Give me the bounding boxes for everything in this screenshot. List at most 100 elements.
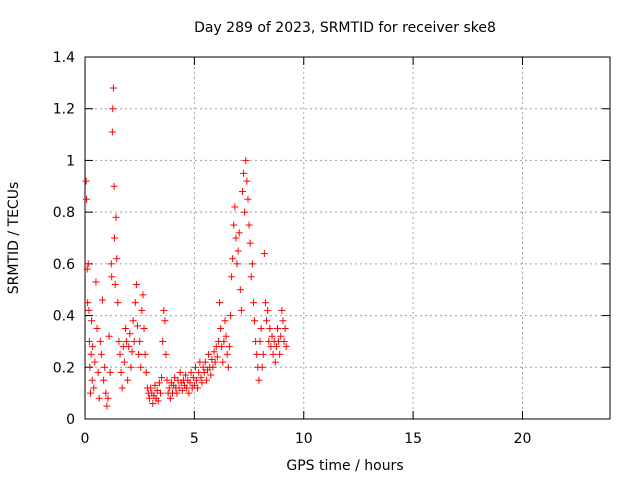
data-point <box>134 322 141 330</box>
data-point <box>242 156 250 164</box>
data-point <box>255 376 263 384</box>
data-point <box>257 325 265 332</box>
data-point <box>91 358 99 366</box>
data-point <box>102 389 110 397</box>
y-axis-label: SRMTID / TECUs <box>6 182 22 295</box>
data-point <box>178 387 186 395</box>
data-point <box>191 363 199 371</box>
data-point <box>86 363 94 371</box>
data-point <box>244 195 252 203</box>
data-point <box>112 213 120 221</box>
data-point <box>249 299 257 307</box>
data-point <box>213 353 221 361</box>
data-point <box>108 128 116 136</box>
data-point <box>258 363 266 371</box>
y-tick-label: 0 <box>66 412 75 428</box>
data-point <box>228 273 236 281</box>
data-point <box>279 317 287 325</box>
data-point <box>245 221 253 229</box>
data-point <box>186 379 194 387</box>
x-tick-label: 10 <box>295 431 313 447</box>
data-point <box>198 379 206 387</box>
x-tick-label: 20 <box>514 431 532 447</box>
data-point <box>274 325 281 332</box>
data-point <box>211 358 219 366</box>
data-point <box>209 363 217 371</box>
data-point <box>135 350 143 358</box>
data-point <box>201 358 209 366</box>
data-point <box>159 337 167 345</box>
data-point <box>261 299 269 307</box>
data-point <box>266 325 274 332</box>
data-point <box>142 368 150 376</box>
data-point <box>115 337 123 345</box>
data-point <box>147 384 155 392</box>
x-tick-label: 15 <box>404 431 422 447</box>
data-point <box>281 325 289 332</box>
y-tick-label: 1 <box>66 153 75 169</box>
data-point <box>194 384 202 392</box>
data-point <box>277 332 285 340</box>
data-point <box>222 332 230 340</box>
x-axis-label: GPS time / hours <box>286 458 403 474</box>
data-point <box>166 394 174 402</box>
data-point <box>219 358 227 366</box>
data-point <box>146 394 154 402</box>
y-tick-label: 1.4 <box>53 50 75 66</box>
data-point <box>126 330 134 338</box>
data-point <box>128 348 136 356</box>
y-tick-label: 0.6 <box>53 257 75 273</box>
data-point <box>220 337 228 345</box>
data-point <box>105 332 113 340</box>
data-point <box>264 306 272 314</box>
data-point <box>151 381 159 389</box>
data-point <box>233 260 241 268</box>
data-point <box>280 337 288 345</box>
data-point <box>239 187 246 195</box>
data-point <box>217 325 225 332</box>
data-point <box>88 317 96 325</box>
data-point <box>176 368 184 376</box>
data-point <box>103 402 111 410</box>
data-point <box>187 368 195 376</box>
data-point <box>216 299 224 307</box>
data-point <box>83 265 91 273</box>
data-point <box>253 350 261 358</box>
data-point <box>88 376 96 384</box>
data-point <box>117 368 125 376</box>
data-point <box>163 376 171 384</box>
data-point <box>109 105 117 113</box>
x-tick-label: 5 <box>190 431 199 447</box>
data-point <box>155 379 163 387</box>
data-point <box>82 177 90 185</box>
data-point <box>89 343 97 351</box>
data-point <box>230 221 238 229</box>
data-point <box>271 358 279 366</box>
data-point <box>182 371 190 379</box>
data-point <box>272 343 280 351</box>
data-point <box>138 306 146 314</box>
data-point <box>240 169 248 177</box>
data-point <box>140 325 148 332</box>
y-tick-label: 0.2 <box>53 360 75 376</box>
data-point <box>95 394 103 402</box>
data-point <box>123 337 131 345</box>
data-point <box>247 273 255 281</box>
data-point <box>120 358 128 366</box>
data-point <box>85 306 93 314</box>
data-point <box>132 281 140 289</box>
data-point <box>97 350 105 358</box>
data-point <box>149 399 157 407</box>
data-point <box>259 350 267 358</box>
data-point <box>107 260 115 268</box>
data-point <box>162 350 170 358</box>
data-point <box>92 278 100 286</box>
data-point <box>263 317 271 325</box>
data-point <box>269 350 277 358</box>
data-point <box>278 306 286 314</box>
data-point <box>205 350 213 358</box>
data-point <box>234 247 242 255</box>
data-point <box>121 325 129 332</box>
data-point <box>160 306 168 314</box>
